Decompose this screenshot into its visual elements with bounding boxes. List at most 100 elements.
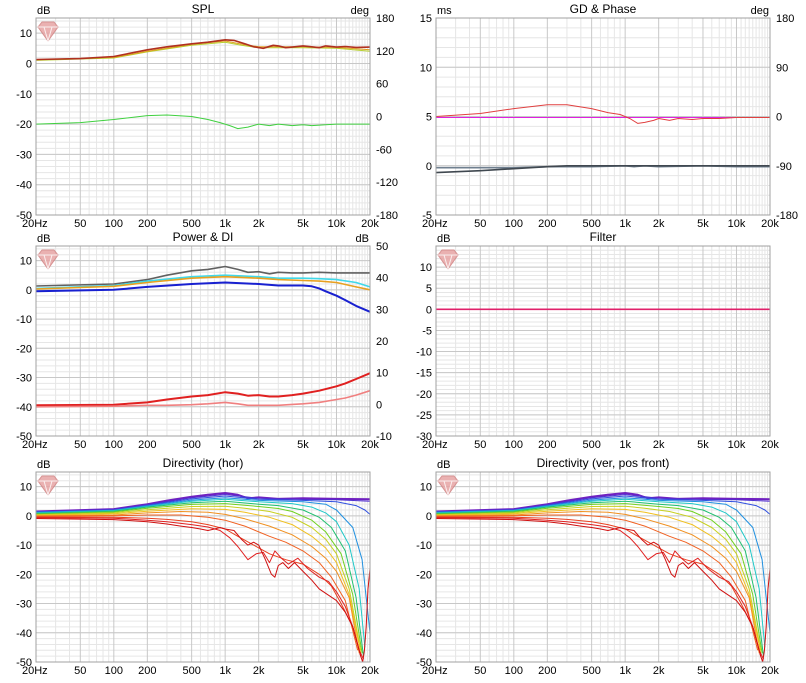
x-tick-label: 1k <box>219 665 231 677</box>
x-tick-label: 2k <box>253 218 265 230</box>
chart-directivity-ver-pos-front: Directivity (ver, pos front)dB100-10-20-… <box>416 456 779 677</box>
x-tick-label: 5k <box>297 665 309 677</box>
x-tick-label: 500 <box>582 218 600 230</box>
y-tick-label: -10 <box>16 540 32 552</box>
chart-title: SPL <box>192 2 215 16</box>
y-tick-label: 10 <box>420 62 432 74</box>
x-tick-label: 5k <box>697 218 709 230</box>
x-tick-label: 100 <box>505 665 523 677</box>
y-tick-label: -25 <box>416 410 432 422</box>
y-tick-label: 10 <box>420 262 432 274</box>
y-tick-label: 5 <box>426 283 432 295</box>
y-tick-label: -30 <box>416 599 432 611</box>
x-tick-label: 1k <box>619 218 631 230</box>
plot-frame <box>435 17 771 216</box>
x-tick-label: 50 <box>74 665 86 677</box>
y-tick-label: -50 <box>416 657 432 669</box>
y-tick-label: -20 <box>16 569 32 581</box>
x-tick-label: 200 <box>538 218 556 230</box>
x-tick-label: 5k <box>297 439 309 451</box>
series-line-5 <box>35 389 371 408</box>
x-tick-label: 10k <box>728 218 746 230</box>
y2-tick-label: -60 <box>376 144 392 156</box>
logo-icon-facets <box>438 254 458 271</box>
series-line-2 <box>35 275 371 291</box>
x-tick-label: 10k <box>728 439 746 451</box>
x-tick-label: 50 <box>474 665 486 677</box>
y2-tick-label: 0 <box>376 399 382 411</box>
y-tick-label: -40 <box>416 628 432 640</box>
x-tick-label: 2k <box>253 665 265 677</box>
series-line-0 <box>35 265 370 287</box>
y-tick-label: -40 <box>16 628 32 640</box>
y-tick-label: -20 <box>16 343 32 355</box>
x-tick-label: 500 <box>182 665 200 677</box>
series-line-6 <box>35 503 363 654</box>
y2-tick-label: 30 <box>376 304 388 316</box>
series-line-12 <box>435 517 764 660</box>
chart-title: Directivity (ver, pos front) <box>537 456 670 470</box>
y2-tick-label: -180 <box>776 210 798 222</box>
y-tick-label: 0 <box>26 285 32 297</box>
chart-title: Power & DI <box>173 230 234 244</box>
y-axis-unit-label: dB <box>37 459 50 471</box>
series-line-13 <box>435 518 771 663</box>
series-line-1 <box>435 494 771 513</box>
x-tick-label: 20k <box>761 665 779 677</box>
y-tick-label: -10 <box>16 89 32 101</box>
series-line-0 <box>435 492 771 513</box>
y-tick-label: -30 <box>16 373 32 385</box>
logo-icon-facets <box>38 26 58 43</box>
x-tick-label: 50 <box>474 218 486 230</box>
plot-area <box>36 18 370 215</box>
y2-tick-label: -180 <box>376 210 398 222</box>
y-axis-unit-label: dB <box>37 233 50 245</box>
x-tick-label: 2k <box>653 665 665 677</box>
x-tick-label: 2k <box>653 218 665 230</box>
x-tick-label: 20k <box>361 665 379 677</box>
x-tick-label: 1k <box>219 439 231 451</box>
x-tick-label: 2k <box>253 439 265 451</box>
series-line-5 <box>435 500 764 657</box>
x-tick-label: 500 <box>182 439 200 451</box>
x-tick-label: 50 <box>474 439 486 451</box>
series-line-4 <box>35 498 366 648</box>
y2-tick-label: 0 <box>776 112 782 124</box>
series-line-11 <box>435 516 762 657</box>
x-tick-label: 10k <box>328 439 346 451</box>
x-tick-label: 1k <box>619 439 631 451</box>
logo-icon-facets <box>38 254 58 271</box>
y2-tick-label: 10 <box>376 368 388 380</box>
series-line-3 <box>35 497 371 633</box>
series-line-6 <box>435 503 763 654</box>
y-tick-label: -20 <box>16 119 32 131</box>
x-tick-label: 100 <box>505 439 523 451</box>
y-tick-label: -40 <box>16 402 32 414</box>
y-tick-label: -5 <box>422 210 432 222</box>
chart-title: Directivity (hor) <box>163 456 244 470</box>
y2-tick-label: -10 <box>376 431 392 443</box>
series-line-9 <box>35 511 360 654</box>
y-tick-label: -30 <box>16 149 32 161</box>
series-line-3 <box>435 497 771 633</box>
plot-frame <box>35 471 371 663</box>
x-tick-label: 20Hz <box>422 439 448 451</box>
x-tick-label: 100 <box>105 665 123 677</box>
y-tick-label: -50 <box>16 431 32 443</box>
y-tick-label: -40 <box>16 180 32 192</box>
series-line-1 <box>35 494 371 513</box>
y-tick-label: 10 <box>20 482 32 494</box>
x-tick-label: 20Hz <box>22 218 48 230</box>
plot-area <box>36 246 370 436</box>
y2-axis-unit-label: dB <box>356 233 369 245</box>
x-tick-label: 20k <box>761 218 779 230</box>
x-tick-label: 200 <box>538 665 556 677</box>
series-line-4 <box>435 498 766 648</box>
y-tick-label: -10 <box>416 347 432 359</box>
series-line-10 <box>435 514 759 651</box>
